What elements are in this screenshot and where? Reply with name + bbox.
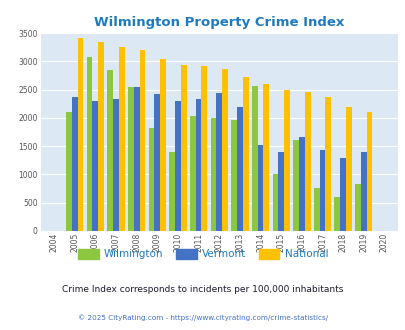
Bar xyxy=(98,42,104,231)
Bar xyxy=(319,149,324,231)
Bar xyxy=(77,38,83,231)
Bar xyxy=(360,152,366,231)
Bar xyxy=(175,101,180,231)
Bar xyxy=(354,184,360,231)
Bar xyxy=(324,97,330,231)
Bar xyxy=(190,115,195,231)
Bar xyxy=(128,87,133,231)
Legend: Wilmington, Vermont, National: Wilmington, Vermont, National xyxy=(73,245,332,264)
Bar xyxy=(334,197,339,231)
Bar xyxy=(195,99,201,231)
Bar xyxy=(148,128,154,231)
Bar xyxy=(210,118,216,231)
Bar xyxy=(298,137,304,231)
Bar xyxy=(66,112,72,231)
Bar xyxy=(160,59,166,231)
Bar xyxy=(263,84,269,231)
Bar xyxy=(86,57,92,231)
Bar xyxy=(284,90,289,231)
Bar xyxy=(304,92,310,231)
Bar xyxy=(242,77,248,231)
Bar xyxy=(169,152,175,231)
Bar xyxy=(237,107,242,231)
Bar xyxy=(251,86,257,231)
Bar xyxy=(345,107,351,231)
Title: Wilmington Property Crime Index: Wilmington Property Crime Index xyxy=(94,16,343,29)
Bar xyxy=(201,66,207,231)
Bar xyxy=(113,99,119,231)
Bar xyxy=(222,69,227,231)
Text: © 2025 CityRating.com - https://www.cityrating.com/crime-statistics/: © 2025 CityRating.com - https://www.city… xyxy=(78,314,327,321)
Bar xyxy=(272,175,277,231)
Bar xyxy=(257,145,263,231)
Text: Crime Index corresponds to incidents per 100,000 inhabitants: Crime Index corresponds to incidents per… xyxy=(62,285,343,294)
Bar xyxy=(133,87,139,231)
Bar xyxy=(231,120,237,231)
Bar xyxy=(216,93,222,231)
Bar xyxy=(139,50,145,231)
Bar xyxy=(292,141,298,231)
Bar xyxy=(339,158,345,231)
Bar xyxy=(92,101,98,231)
Bar xyxy=(313,188,319,231)
Bar xyxy=(119,47,124,231)
Bar xyxy=(180,65,186,231)
Bar xyxy=(72,97,77,231)
Bar xyxy=(366,112,371,231)
Bar xyxy=(154,93,160,231)
Bar xyxy=(107,70,113,231)
Bar xyxy=(277,152,284,231)
